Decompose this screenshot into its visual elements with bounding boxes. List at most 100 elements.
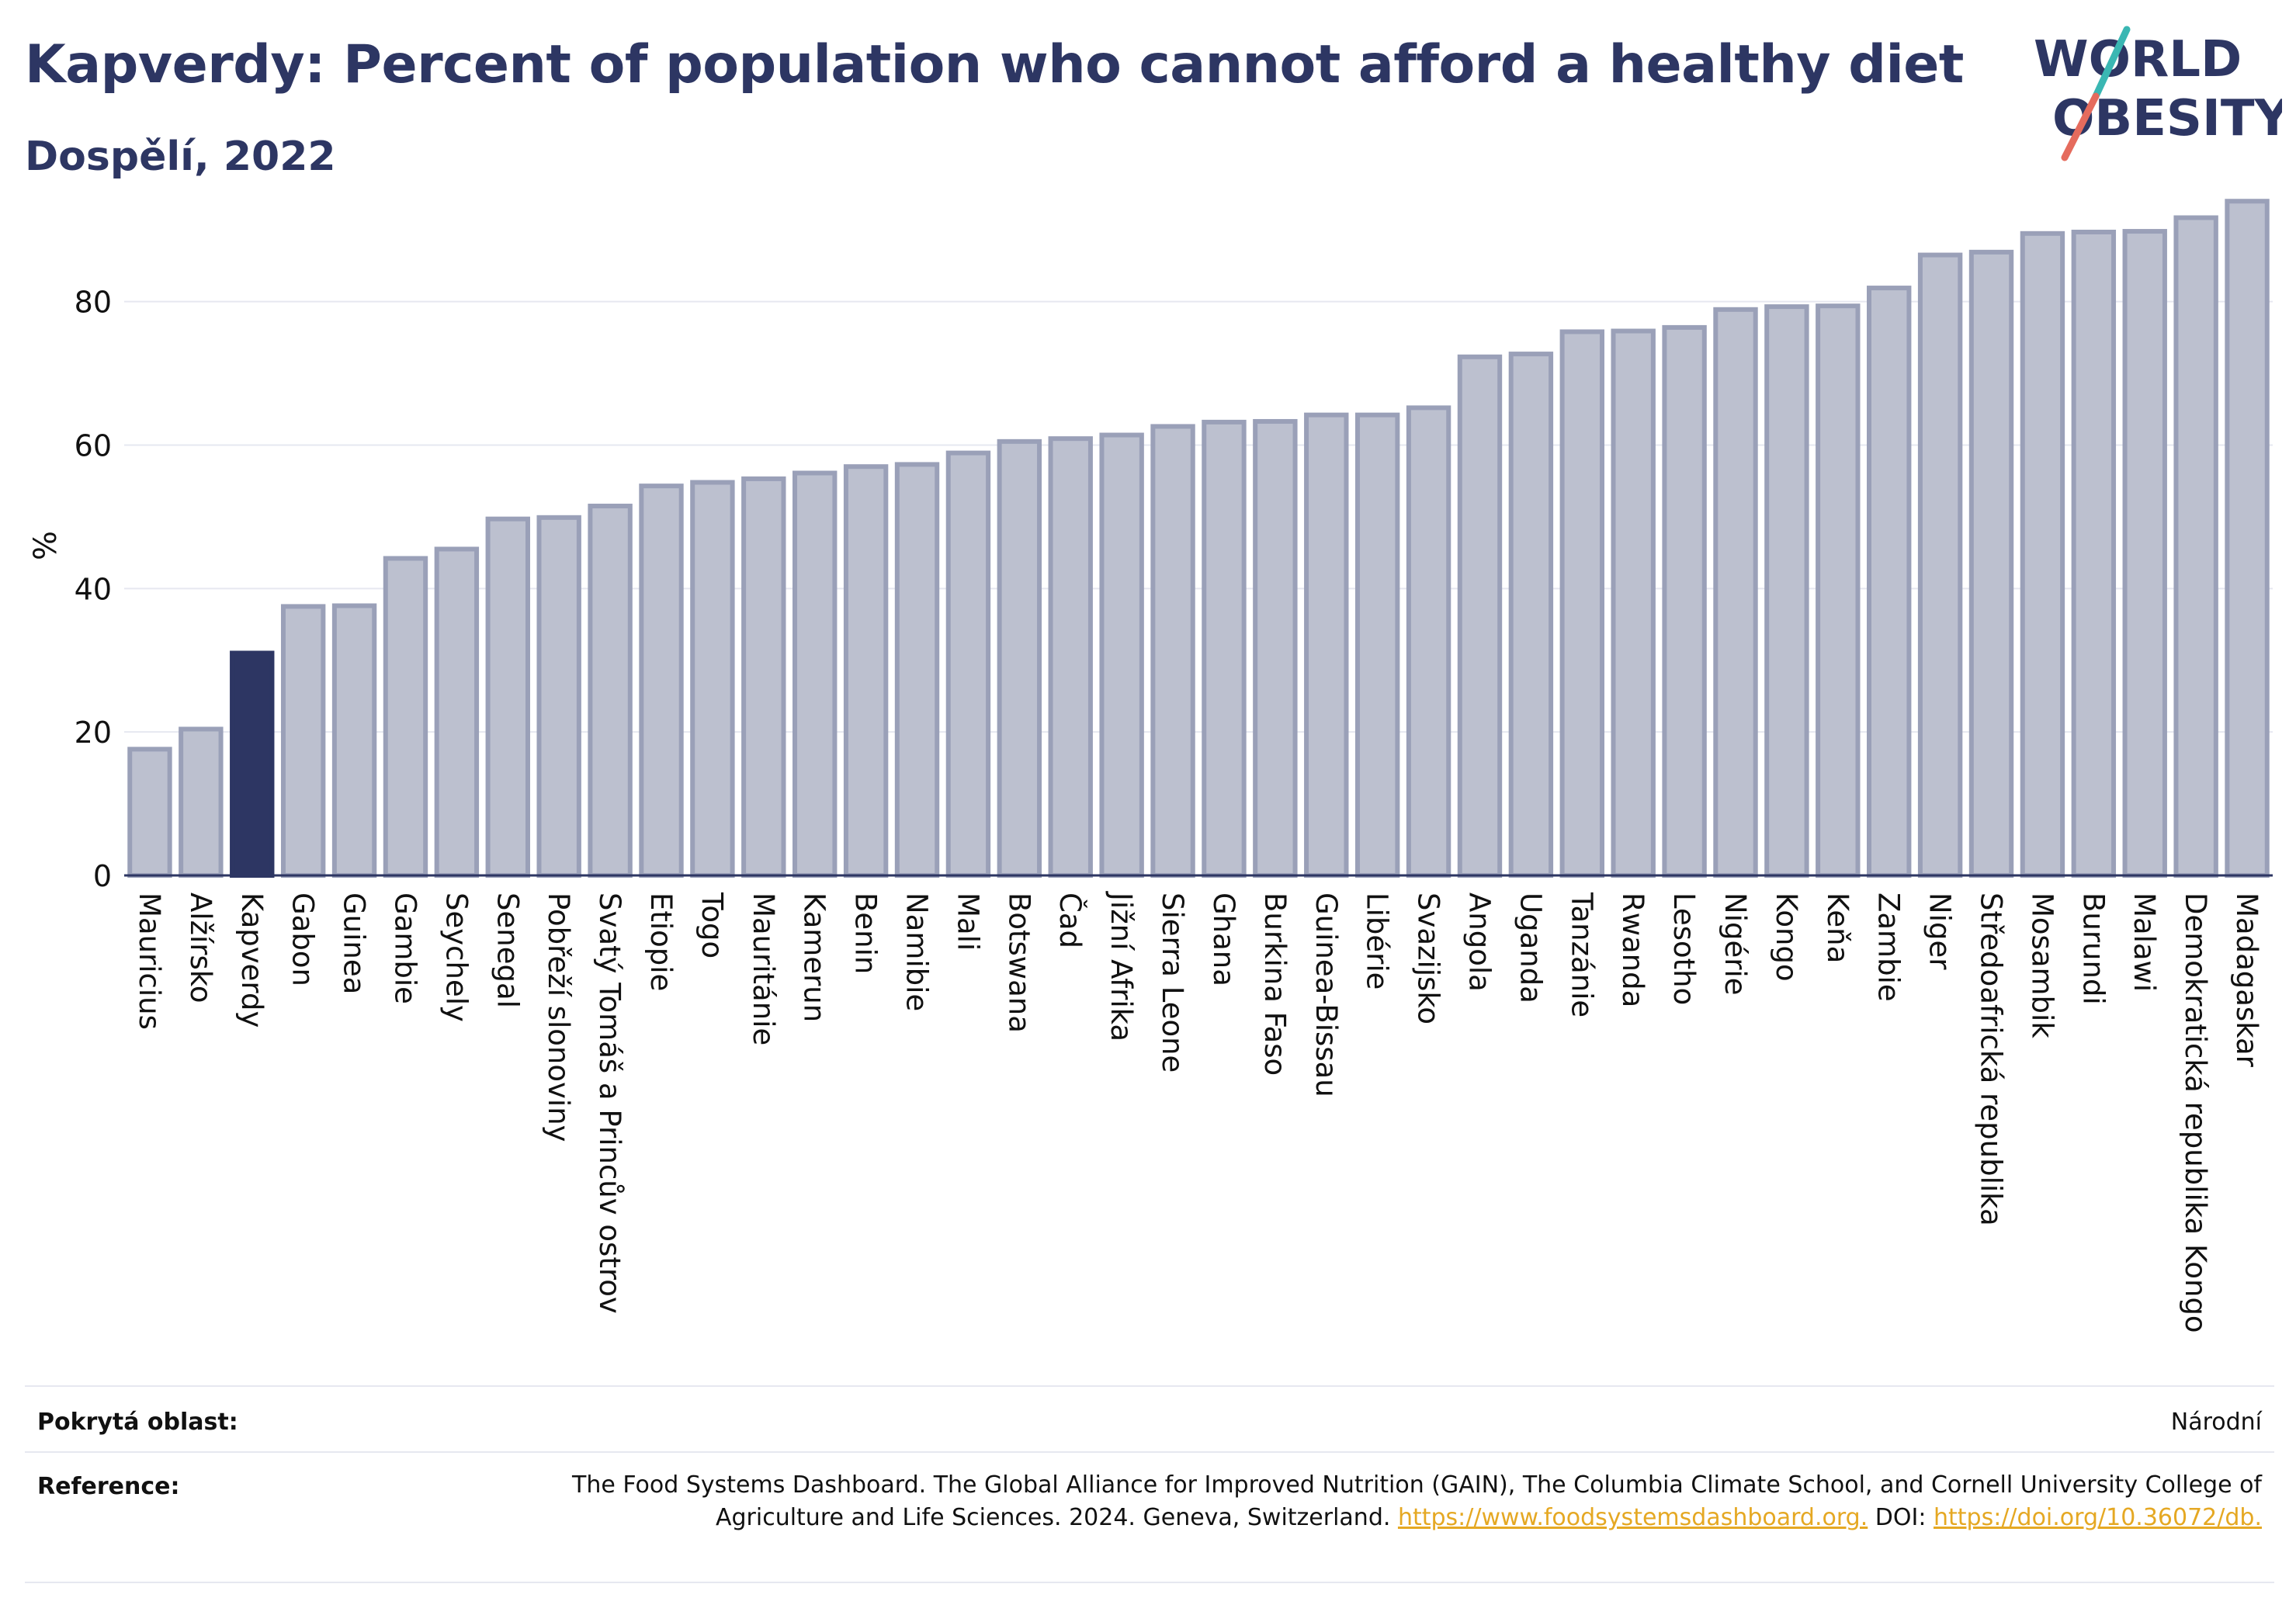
bar-lesotho[interactable]: [1662, 324, 1707, 879]
coverage-label: Pokrytá oblast:: [37, 1409, 238, 1436]
x-tick-label: Guinea-Bissau: [1309, 892, 1343, 1097]
bar-čad[interactable]: [1048, 436, 1093, 878]
footer-divider-middle: [25, 1451, 2274, 1453]
x-tick-label: Namibie: [900, 892, 934, 1011]
logo-text-world: WORLD: [2034, 31, 2242, 88]
y-tick-label: 20: [75, 716, 112, 750]
x-tick-label: Svazijsko: [1412, 892, 1445, 1024]
bar-namibie[interactable]: [894, 462, 940, 878]
y-tick-label: 60: [75, 428, 112, 463]
x-tick-label: Burundi: [2076, 892, 2110, 1005]
x-tick-label: Jižní Afrika: [1105, 891, 1138, 1041]
x-tick-label: Gambie: [388, 892, 421, 1004]
bar-svatý-tomáš-a-princův-ostrov[interactable]: [588, 504, 633, 878]
x-tick-label: Angola: [1462, 892, 1496, 992]
x-tick-label: Demokratická republika Kongo: [2179, 892, 2212, 1333]
y-tick-label: 40: [75, 572, 112, 606]
x-tick-label: Pobřeží slonoviny: [542, 892, 575, 1142]
x-tick-label: Kongo: [1770, 892, 1803, 982]
bar-keňa[interactable]: [1816, 303, 1861, 879]
x-tick-label: Etiopie: [644, 892, 678, 991]
x-tick-label: Středoafrická republika: [1975, 892, 2008, 1226]
bar-demokratická-republika-kongo[interactable]: [2173, 215, 2218, 878]
bar-jižní-afrika[interactable]: [1099, 432, 1144, 878]
bar-gambie[interactable]: [383, 556, 428, 878]
x-tick-label: Mauritánie: [747, 892, 780, 1045]
x-tick-label: Mali: [951, 892, 984, 951]
logo-slash-coral: [2061, 92, 2100, 161]
gridlines: [124, 300, 2273, 733]
reference-link-dashboard[interactable]: https://www.foodsystemsdashboard.org.: [1397, 1504, 1868, 1531]
bar-chart: 0 20 40 60 80 Mauricius Alžírsko Kapverdy Gabon…: [28, 199, 2273, 1333]
bar-alžírsko[interactable]: [179, 726, 224, 878]
x-tick-label: Sierra Leone: [1156, 892, 1189, 1073]
x-tick-label: Alžírsko: [184, 892, 217, 1003]
x-tick-label: Tanzánie: [1565, 892, 1598, 1017]
x-tick-label: Svatý Tomáš a Princův ostrov: [593, 892, 626, 1314]
bar-mosambik[interactable]: [2020, 230, 2065, 878]
bar-niger[interactable]: [1917, 252, 1963, 878]
footer-divider-top: [25, 1385, 2274, 1387]
bar-senegal[interactable]: [485, 516, 530, 878]
chart-title: Kapverdy: Percent of population who cann…: [25, 34, 1964, 95]
bar-středoafrická-republika[interactable]: [1968, 249, 2014, 879]
x-tick-label: Ghana: [1207, 892, 1240, 986]
x-tick-label: Uganda: [1514, 892, 1547, 1003]
bar-guinea-bissau[interactable]: [1304, 412, 1349, 878]
chart-subtitle: Dospělí, 2022: [25, 133, 336, 180]
x-tick-label: Kamerun: [798, 892, 831, 1022]
bar-uganda[interactable]: [1508, 352, 1554, 878]
bar-tanzánie[interactable]: [1559, 329, 1604, 878]
footer-divider-bottom: [25, 1582, 2274, 1583]
bar-libérie[interactable]: [1354, 412, 1400, 878]
x-tick-label: Botswana: [1002, 892, 1035, 1033]
bar-nigérie[interactable]: [1713, 307, 1758, 878]
bar-etiopie[interactable]: [639, 483, 684, 878]
x-tick-label: Mosambik: [2025, 892, 2058, 1038]
bar-kamerun[interactable]: [793, 470, 838, 878]
bar-angola[interactable]: [1457, 354, 1503, 878]
x-tick-label: Lesotho: [1667, 892, 1701, 1005]
bar-pobřeží-slonoviny[interactable]: [536, 515, 581, 879]
x-tick-label: Malawi: [2128, 892, 2161, 992]
x-tick-label: Rwanda: [1616, 892, 1649, 1007]
x-tick-label: Mauricius: [133, 892, 166, 1030]
bar-svazijsko[interactable]: [1406, 405, 1451, 878]
bar-botswana[interactable]: [997, 438, 1042, 878]
bar-benin[interactable]: [843, 464, 889, 878]
y-tick-label: 0: [93, 859, 112, 893]
bar-mali[interactable]: [945, 450, 991, 878]
bar-sierra-leone[interactable]: [1150, 424, 1195, 878]
x-tick-labels: Mauricius Alžírsko Kapverdy Gabon Guinea Gamb…: [133, 891, 2263, 1333]
bar-gabon[interactable]: [280, 604, 326, 879]
reference-label: Reference:: [37, 1473, 180, 1500]
x-tick-label: Guinea: [338, 892, 371, 994]
bar-rwanda[interactable]: [1611, 328, 1656, 878]
bar-ghana[interactable]: [1202, 419, 1247, 878]
reference-link-doi[interactable]: https://doi.org/10.36072/db.: [1934, 1504, 2262, 1531]
logo-slash-teal: [2092, 26, 2131, 100]
x-tick-label: Senegal: [491, 892, 524, 1008]
bar-burkina-faso[interactable]: [1253, 418, 1298, 878]
x-tick-label: Niger: [1923, 892, 1957, 970]
bar-malawi[interactable]: [2122, 229, 2167, 878]
bar-mauricius[interactable]: [127, 747, 172, 878]
coverage-value: Národní: [2170, 1409, 2262, 1436]
bar-seychely[interactable]: [434, 546, 480, 878]
bar-togo[interactable]: [690, 480, 735, 879]
bar-kapverdy[interactable]: [230, 650, 275, 878]
bar-mauritánie[interactable]: [741, 476, 786, 878]
bar-madagaskar[interactable]: [2225, 199, 2270, 878]
y-axis-label: %: [28, 531, 64, 560]
x-tick-label: Nigérie: [1719, 892, 1752, 995]
bar-guinea[interactable]: [331, 603, 377, 878]
x-tick-label: Seychely: [439, 892, 473, 1022]
bar-zambie[interactable]: [1867, 286, 1912, 878]
bar-kongo[interactable]: [1764, 304, 1809, 878]
x-tick-label: Keňa: [1821, 892, 1854, 963]
bar-burundi[interactable]: [2071, 229, 2117, 878]
x-tick-label: Madagaskar: [2230, 892, 2263, 1068]
x-tick-label: Libérie: [1361, 892, 1394, 989]
x-tick-label: Benin: [849, 892, 883, 974]
x-tick-label: Togo: [695, 892, 729, 958]
